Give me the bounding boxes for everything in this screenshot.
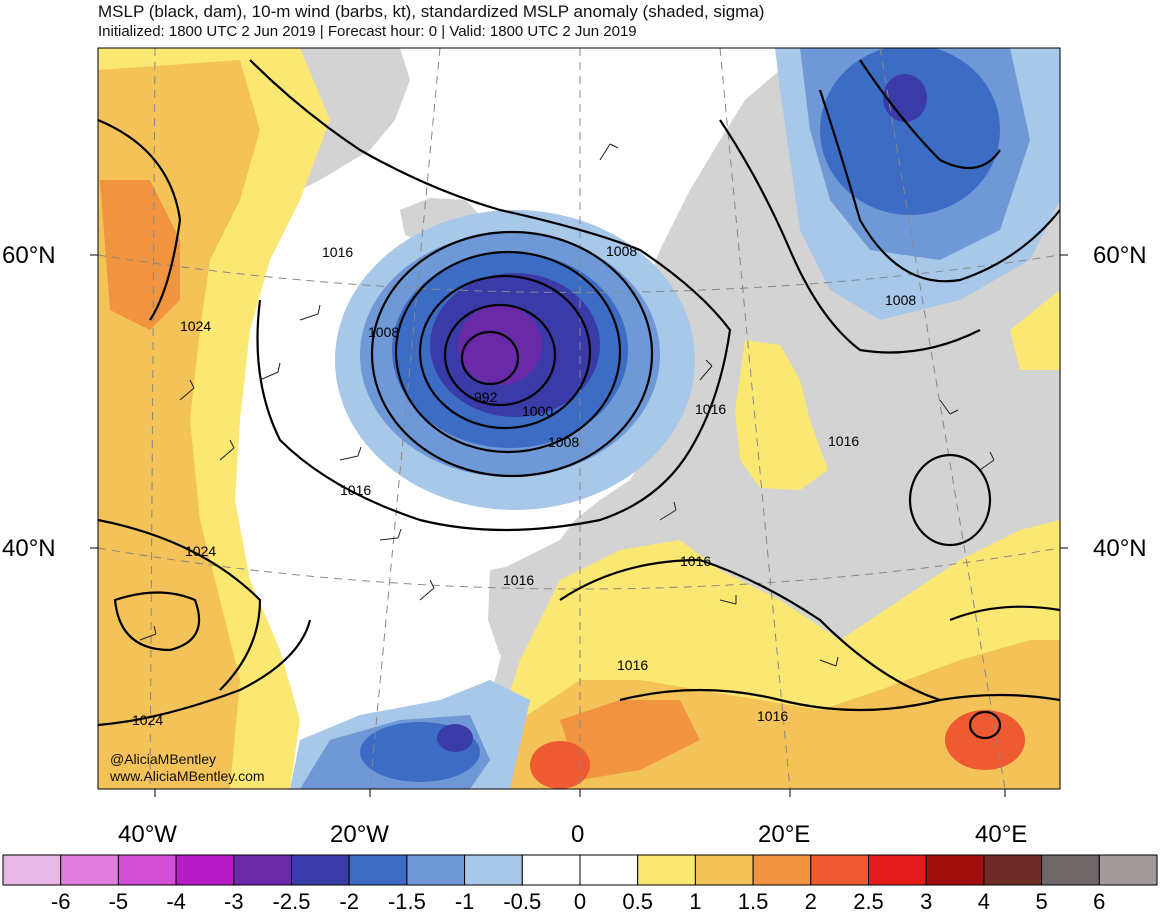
colorbar-swatch	[579, 854, 639, 886]
anomaly-shading	[98, 48, 1060, 789]
credit-handle: @AliciaMBentley	[110, 751, 217, 767]
isobar-label: 992	[474, 389, 498, 405]
colorbar-label: -3	[224, 889, 244, 912]
colorbar-label: 2	[805, 889, 817, 912]
isobar-label: 1016	[695, 401, 726, 417]
colorbar-swatch	[983, 854, 1043, 886]
isobar-label-group: 1016 1024 1008 992 1000 1008 1016 1008 1…	[132, 243, 916, 728]
lat-label-60n-left: 60°N	[2, 242, 56, 269]
anomaly-positive-west-2	[100, 180, 180, 330]
isobar-label: 1016	[828, 433, 859, 449]
lon-label-40e: 40°E	[975, 821, 1027, 848]
colorbar-swatch	[694, 854, 754, 886]
isobar-label: 1024	[180, 318, 211, 334]
wind-barbs	[139, 143, 995, 667]
colorbar-label: -1.5	[388, 889, 426, 912]
isobar-label: 1016	[340, 482, 371, 498]
colorbar-swatch	[291, 854, 350, 886]
colorbar-label: 5	[1035, 889, 1047, 912]
colorbar-swatch	[521, 854, 581, 886]
anomaly-med-3	[560, 700, 700, 780]
colorbar-label: 4	[978, 889, 990, 912]
colorbar-swatch	[1098, 854, 1158, 886]
isobar-label: 1024	[132, 712, 163, 728]
colorbar-label: 0.5	[622, 889, 653, 912]
anomaly-med-4	[530, 741, 590, 789]
isobar-label: 1016	[757, 708, 788, 724]
map-title: MSLP (black, dam), 10-m wind (barbs, kt)…	[98, 2, 765, 21]
colorbar: -6 -5 -4 -3 -2.5 -2 -1.5 -1 -0.5 0 0.5 1 1.5 2 2.5 3 4 5 6	[2, 854, 1158, 912]
isobar-label: 1008	[606, 243, 637, 259]
lon-label-0: 0	[571, 821, 584, 848]
colorbar-label: -0.5	[503, 889, 541, 912]
anomaly-low-5	[458, 305, 542, 385]
colorbar-label: 0	[574, 889, 586, 912]
plot-border	[97, 47, 1061, 790]
colorbar-swatch	[2, 854, 62, 886]
lat-label-40n-right: 40°N	[1093, 535, 1147, 562]
colorbar-swatch	[810, 854, 869, 886]
lon-label-40w: 40°W	[118, 821, 177, 848]
lat-label-60n-right: 60°N	[1093, 242, 1147, 269]
isobars	[98, 59, 1060, 740]
isobar-label: 1016	[503, 572, 534, 588]
colorbar-label: -6	[51, 889, 71, 912]
isobar-label: 1008	[548, 434, 579, 450]
colorbar-swatch	[406, 854, 466, 886]
lon-label-20e: 20°E	[758, 821, 810, 848]
colorbar-swatch	[117, 854, 177, 886]
colorbar-swatch	[233, 854, 293, 886]
colorbar-swatch	[464, 854, 523, 886]
colorbar-swatch	[752, 854, 812, 886]
lon-label-20w: 20°W	[330, 821, 389, 848]
colorbar-label: -5	[109, 889, 129, 912]
colorbar-swatch	[925, 854, 985, 886]
colorbar-label: -1	[455, 889, 475, 912]
isobar-label: 1008	[885, 292, 916, 308]
colorbar-swatch	[60, 854, 119, 886]
colorbar-label: 6	[1093, 889, 1105, 912]
colorbar-swatch	[175, 854, 235, 886]
colorbar-label: 2.5	[853, 889, 884, 912]
colorbar-label: 1.5	[738, 889, 769, 912]
isobar-label: 1016	[322, 244, 353, 260]
anomaly-scand-3	[820, 48, 1000, 215]
isobar-label: 1000	[522, 403, 553, 419]
colorbar-swatch	[868, 854, 927, 886]
isobar-label: 1024	[185, 543, 216, 559]
colorbar-swatch	[637, 854, 696, 886]
isobar-label: 1016	[617, 657, 648, 673]
colorbar-label: -4	[166, 889, 186, 912]
anomaly-canary-4	[437, 724, 473, 752]
colorbar-label: 3	[920, 889, 932, 912]
colorbar-swatch	[348, 854, 408, 886]
colorbar-swatch	[1041, 854, 1100, 886]
isobar-label: 1008	[368, 324, 399, 340]
isobar-label: 1016	[680, 553, 711, 569]
credit-website: www.AliciaMBentley.com	[110, 768, 265, 784]
lat-label-40n-left: 40°N	[2, 535, 56, 562]
colorbar-label: -2	[339, 889, 359, 912]
anomaly-med-5	[945, 710, 1025, 770]
colorbar-label: 1	[689, 889, 701, 912]
map-subtitle: Initialized: 1800 UTC 2 Jun 2019 | Forec…	[98, 23, 637, 40]
colorbar-label: -2.5	[273, 889, 311, 912]
anomaly-east-positive	[1010, 290, 1060, 370]
axis-ticks	[90, 254, 1068, 797]
anomaly-scand-4	[883, 74, 927, 122]
